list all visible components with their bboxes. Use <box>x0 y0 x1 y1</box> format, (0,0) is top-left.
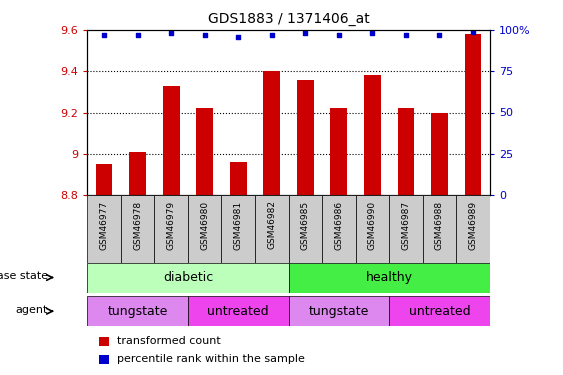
Bar <box>431 112 448 195</box>
Bar <box>397 108 414 195</box>
Point <box>468 28 477 34</box>
Bar <box>330 108 347 195</box>
Text: GSM46990: GSM46990 <box>368 200 377 249</box>
Bar <box>99 337 109 346</box>
Bar <box>188 195 221 262</box>
Text: disease state: disease state <box>0 271 48 281</box>
Text: untreated: untreated <box>207 305 269 318</box>
Point <box>200 32 209 38</box>
Bar <box>456 195 490 262</box>
Text: GSM46989: GSM46989 <box>468 200 477 249</box>
Bar <box>255 195 289 262</box>
Text: healthy: healthy <box>366 271 413 284</box>
Bar <box>121 195 154 262</box>
Text: GSM46986: GSM46986 <box>334 200 343 249</box>
Point <box>435 32 444 38</box>
Point <box>301 30 310 36</box>
Bar <box>163 86 180 195</box>
Bar <box>423 195 456 262</box>
Point <box>368 30 377 36</box>
Text: GSM46978: GSM46978 <box>133 200 142 249</box>
Bar <box>96 164 113 195</box>
Text: agent: agent <box>16 305 48 315</box>
Text: transformed count: transformed count <box>117 336 221 346</box>
Text: GSM46980: GSM46980 <box>200 200 209 249</box>
Point <box>133 32 142 38</box>
Text: untreated: untreated <box>409 305 470 318</box>
Point <box>334 32 343 38</box>
Bar <box>129 152 146 195</box>
Bar <box>289 296 389 326</box>
Bar <box>87 195 121 262</box>
Point <box>401 32 410 38</box>
Bar <box>87 262 289 292</box>
Bar <box>154 195 188 262</box>
Bar <box>87 296 188 326</box>
Text: tungstate: tungstate <box>309 305 369 318</box>
Point <box>100 32 109 38</box>
Text: diabetic: diabetic <box>163 271 213 284</box>
Text: GSM46982: GSM46982 <box>267 200 276 249</box>
Bar <box>389 195 423 262</box>
Point <box>234 34 243 40</box>
Point <box>167 30 176 36</box>
Title: GDS1883 / 1371406_at: GDS1883 / 1371406_at <box>208 12 369 26</box>
Text: tungstate: tungstate <box>108 305 168 318</box>
Bar <box>263 71 280 195</box>
Bar <box>196 108 213 195</box>
Text: GSM46981: GSM46981 <box>234 200 243 249</box>
Bar <box>99 355 109 364</box>
Bar <box>230 162 247 195</box>
Bar <box>297 80 314 195</box>
Text: GSM46985: GSM46985 <box>301 200 310 249</box>
Bar <box>364 75 381 195</box>
Bar <box>289 262 490 292</box>
Text: GSM46988: GSM46988 <box>435 200 444 249</box>
Text: percentile rank within the sample: percentile rank within the sample <box>117 354 305 364</box>
Text: GSM46979: GSM46979 <box>167 200 176 249</box>
Bar <box>221 195 255 262</box>
Bar <box>389 296 490 326</box>
Point <box>267 32 276 38</box>
Text: GSM46987: GSM46987 <box>401 200 410 249</box>
Bar <box>322 195 356 262</box>
Bar <box>464 34 481 195</box>
Bar <box>289 195 322 262</box>
Bar <box>356 195 389 262</box>
Text: GSM46977: GSM46977 <box>100 200 109 249</box>
Bar <box>188 296 289 326</box>
